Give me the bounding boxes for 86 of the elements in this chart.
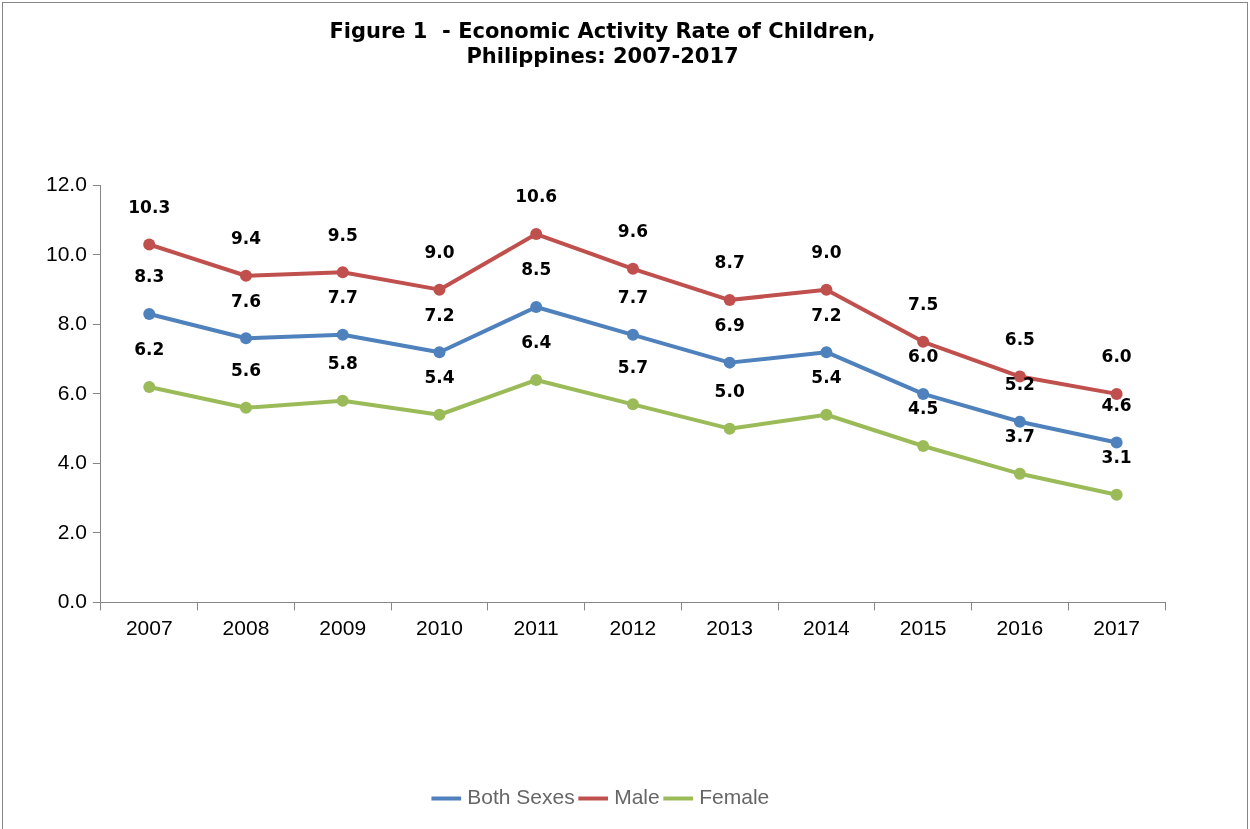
y-tick-label: 2.0 <box>57 519 87 543</box>
data-label: 6.4 <box>521 332 552 353</box>
point <box>433 408 446 421</box>
point <box>433 283 446 296</box>
data-label: 5.0 <box>714 381 745 402</box>
data-label: 5.8 <box>327 353 358 374</box>
data-label: 7.2 <box>424 304 455 325</box>
data-label: 5.4 <box>424 367 455 388</box>
point <box>1013 467 1026 480</box>
x-tick-label: 2010 <box>416 615 463 639</box>
data-label: 9.6 <box>617 221 648 242</box>
y-tick-label: 12.0 <box>46 172 87 196</box>
point <box>917 387 930 400</box>
data-label: 6.5 <box>1004 328 1035 349</box>
x-tick-label: 2013 <box>706 615 754 639</box>
x-tick-label: 2015 <box>899 615 947 639</box>
point <box>626 328 639 341</box>
point <box>336 394 349 407</box>
point <box>820 283 833 296</box>
data-label: 10.6 <box>515 186 558 207</box>
data-label: 7.7 <box>617 287 648 308</box>
data-label: 4.5 <box>908 398 939 419</box>
point <box>530 228 543 241</box>
y-tick-label: 4.0 <box>57 450 87 474</box>
point <box>723 356 736 369</box>
x-tick-label: 2017 <box>1093 615 1140 639</box>
point <box>1013 415 1026 428</box>
data-label: 6.0 <box>908 346 939 367</box>
y-tick-label: 10.0 <box>46 241 87 265</box>
data-label: 7.6 <box>230 290 262 311</box>
data-label: 6.0 <box>1101 346 1132 367</box>
chart-title: Figure 1 - Economic Activity Rate of Children, Philippines: 2007-2017 <box>329 19 876 69</box>
point <box>239 401 252 414</box>
x-tick-label: 2012 <box>609 615 657 639</box>
data-label: 9.5 <box>327 224 358 245</box>
data-label: 10.3 <box>128 196 171 217</box>
x-tick-label: 2014 <box>803 615 851 639</box>
point <box>1110 436 1123 449</box>
data-label: 8.5 <box>521 259 552 280</box>
data-label: 9.4 <box>230 228 262 249</box>
point <box>336 328 349 341</box>
data-label: 3.1 <box>1101 447 1132 468</box>
point <box>143 307 156 320</box>
point <box>530 374 543 386</box>
data-label: 5.6 <box>230 360 262 381</box>
point <box>1110 488 1123 501</box>
point <box>626 262 639 275</box>
data-label: 5.4 <box>811 367 842 388</box>
point <box>723 422 736 435</box>
point <box>336 266 349 279</box>
x-tick-label: 2016 <box>996 615 1044 639</box>
point <box>239 269 252 282</box>
point <box>239 332 252 345</box>
point <box>820 346 833 359</box>
data-label: 5.2 <box>1004 374 1035 395</box>
x-tick-label: 2011 <box>513 615 559 639</box>
y-tick-label: 8.0 <box>57 311 87 335</box>
data-label: 5.7 <box>617 356 648 377</box>
point <box>820 408 833 421</box>
y-tick-label: 0.0 <box>57 589 87 613</box>
point <box>723 294 736 307</box>
data-label: 7.7 <box>327 287 358 308</box>
data-label: 7.2 <box>811 304 842 325</box>
data-label: 8.7 <box>714 252 745 273</box>
point <box>143 380 156 393</box>
data-label: 9.0 <box>811 242 842 263</box>
point <box>917 440 930 453</box>
x-tick-label: 2007 <box>125 615 173 639</box>
data-label: 3.7 <box>1004 426 1035 447</box>
data-label: 8.3 <box>134 266 165 287</box>
point <box>626 398 639 411</box>
data-label: 6.9 <box>714 315 745 336</box>
data-label: 6.2 <box>134 339 165 360</box>
y-tick-label: 6.0 <box>57 380 87 404</box>
data-label: 4.6 <box>1101 394 1132 415</box>
x-tick-label: 2008 <box>222 615 270 639</box>
point <box>917 335 930 348</box>
point <box>530 301 543 314</box>
data-label: 7.5 <box>908 294 939 315</box>
legend-label: Both Sexes <box>467 785 575 809</box>
legend-label: Female <box>699 785 770 809</box>
legend-label: Male <box>614 785 660 809</box>
point <box>433 346 446 359</box>
data-label: 9.0 <box>424 242 455 263</box>
point <box>143 238 156 251</box>
x-tick-label: 2009 <box>319 615 367 639</box>
